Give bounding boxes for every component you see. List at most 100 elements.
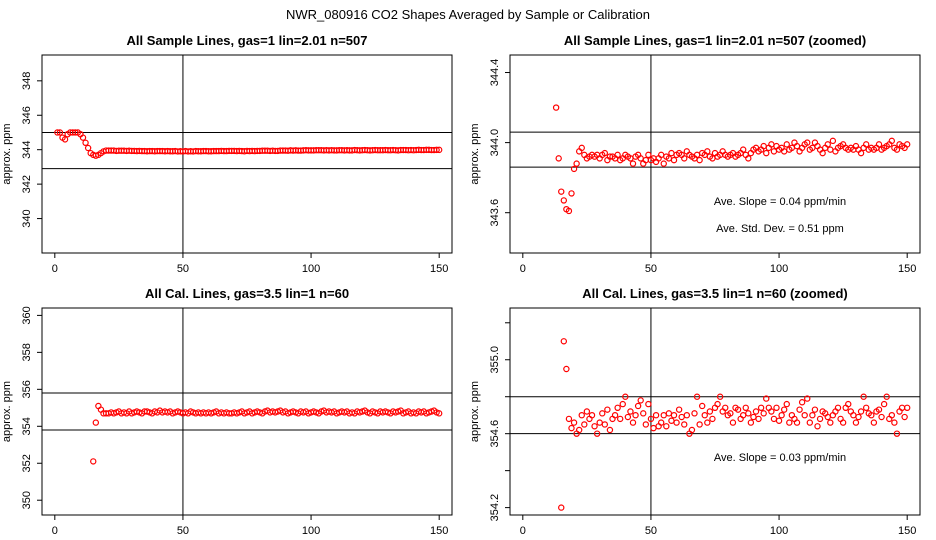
- data-point: [614, 404, 621, 412]
- data-point: [568, 424, 575, 432]
- data-point: [642, 421, 650, 428]
- data-point: [660, 160, 667, 167]
- x-tick-label: 50: [645, 525, 657, 537]
- data-point: [888, 137, 896, 145]
- data-point: [619, 400, 626, 408]
- data-point: [727, 410, 734, 417]
- data-point: [903, 404, 911, 412]
- data-point: [563, 365, 570, 373]
- data-point: [806, 419, 814, 426]
- data-point: [627, 408, 634, 415]
- chart-title: All Cal. Lines, gas=3.5 lin=1 n=60 (zoom…: [582, 286, 848, 301]
- data-point: [801, 411, 808, 419]
- data-point: [54, 129, 61, 136]
- data-point: [760, 410, 767, 417]
- data-point: [555, 155, 562, 162]
- data-point: [745, 155, 752, 162]
- data-point: [575, 426, 583, 434]
- page-title: NWR_080916 CO2 Shapes Averaged by Sample…: [286, 7, 650, 22]
- data-point: [778, 411, 785, 419]
- data-point: [696, 421, 703, 428]
- y-tick-label: 343.6: [489, 199, 501, 227]
- data-point: [606, 426, 614, 434]
- data-point: [891, 419, 898, 426]
- data-point: [729, 419, 737, 426]
- data-point: [775, 417, 783, 424]
- data-point: [739, 146, 747, 153]
- data-point: [709, 415, 716, 423]
- data-point: [629, 160, 637, 167]
- data-point: [568, 190, 575, 197]
- chart-panel-3: All Cal. Lines, gas=3.5 lin=1 n=60 0 50 100…: [1, 286, 453, 537]
- data-point: [601, 421, 609, 428]
- data-point: [793, 419, 801, 426]
- data-point: [601, 149, 609, 157]
- data-point: [763, 395, 770, 402]
- data-point: [814, 423, 821, 430]
- x-tick-label: 50: [177, 525, 189, 537]
- data-point: [860, 393, 867, 400]
- data-point: [558, 504, 565, 511]
- data-point: [558, 188, 565, 195]
- data-point: [583, 408, 591, 415]
- y-tick-label: 355.0: [489, 346, 501, 374]
- data-point: [663, 423, 670, 430]
- data-point: [611, 411, 619, 419]
- data-point: [862, 141, 870, 148]
- data-point: [786, 419, 793, 426]
- chart-title: All Sample Lines, gas=1 lin=2.01 n=507: [127, 33, 368, 48]
- y-tick-label: 352: [21, 454, 33, 472]
- data-point: [783, 141, 790, 148]
- data-point: [673, 419, 680, 426]
- data-point: [857, 149, 865, 157]
- y-axis-label: approx. ppm: [1, 381, 13, 442]
- data-point: [747, 419, 755, 426]
- data-point: [61, 136, 69, 143]
- plot-frame: [41, 54, 453, 254]
- data-point: [647, 415, 655, 423]
- data-point: [681, 155, 688, 162]
- data-point: [632, 411, 639, 419]
- data-point: [819, 149, 826, 157]
- data-point: [675, 406, 683, 413]
- data-point: [645, 400, 652, 408]
- data-point: [901, 413, 908, 421]
- data-point: [893, 146, 901, 153]
- chart-panel-1: All Sample Lines, gas=1 lin=2.01 n=507 0 5…: [1, 33, 453, 275]
- data-point: [745, 410, 752, 417]
- y-tick-label: 348: [21, 72, 33, 90]
- data-point: [565, 415, 573, 423]
- data-point: [581, 421, 588, 428]
- y-tick-label: 354.6: [489, 420, 501, 448]
- y-tick-label: 350: [21, 491, 33, 509]
- x-tick-label: 150: [430, 525, 448, 537]
- data-point: [614, 151, 621, 159]
- data-point: [79, 134, 87, 141]
- chart-title: All Cal. Lines, gas=3.5 lin=1 n=60: [145, 286, 349, 301]
- data-point: [565, 207, 573, 215]
- x-tick-label: 100: [302, 525, 320, 537]
- x-tick-label: 0: [52, 263, 58, 275]
- data-point: [857, 408, 865, 415]
- data-point: [893, 430, 901, 437]
- data-point: [578, 411, 585, 419]
- data-point: [722, 404, 729, 412]
- x-tick-label: 0: [52, 525, 58, 537]
- data-point: [704, 148, 711, 155]
- data-point: [696, 156, 703, 164]
- data-point: [714, 400, 721, 408]
- plot-frame: [41, 307, 453, 516]
- data-point: [883, 393, 890, 400]
- data-point: [755, 415, 762, 423]
- x-tick-label: 100: [770, 263, 788, 275]
- data-point: [845, 400, 852, 408]
- data-point: [624, 413, 632, 421]
- x-tick-label: 150: [898, 525, 916, 537]
- data-point: [701, 411, 708, 419]
- data-point: [839, 419, 847, 426]
- annotation-text: Ave. Std. Dev. = 0.51 ppm: [716, 223, 844, 235]
- data-point: [827, 419, 834, 426]
- data-point: [599, 410, 606, 417]
- x-tick-label: 50: [645, 263, 657, 275]
